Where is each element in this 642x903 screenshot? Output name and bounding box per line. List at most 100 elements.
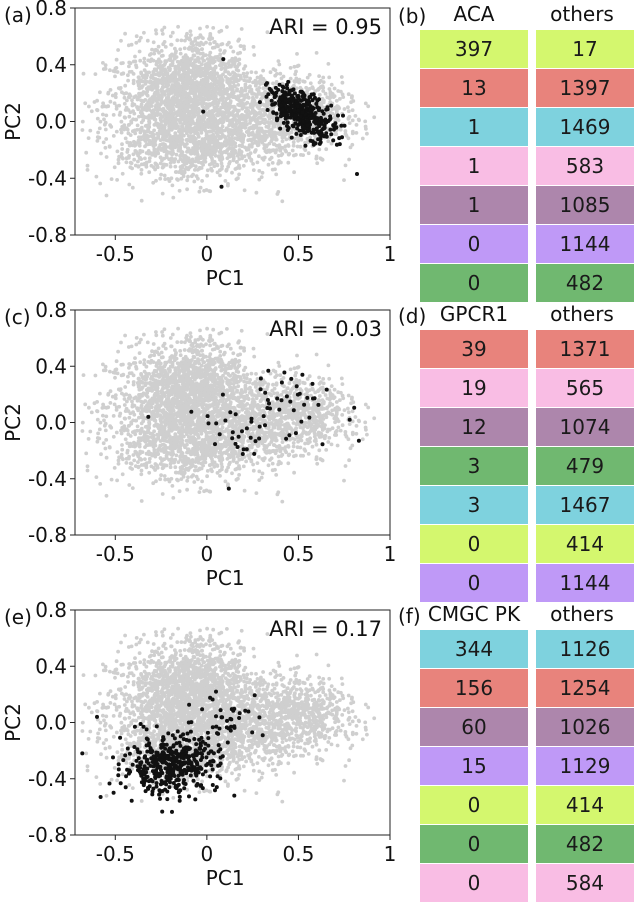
point-other — [175, 110, 179, 114]
point-other — [124, 392, 128, 396]
point-other — [161, 131, 165, 135]
point-family — [305, 124, 309, 128]
point-other — [180, 106, 184, 110]
point-other — [127, 183, 131, 187]
point-other — [119, 39, 123, 43]
point-other — [120, 374, 124, 378]
point-other — [224, 179, 228, 183]
point-other — [249, 151, 253, 155]
point-family — [296, 94, 300, 98]
point-other — [237, 173, 241, 177]
point-other — [111, 395, 115, 399]
point-other — [350, 94, 354, 98]
point-other — [205, 25, 209, 29]
point-other — [148, 79, 152, 83]
point-other — [116, 48, 120, 52]
point-family — [312, 143, 316, 147]
y-tick-label: 0.8 — [35, 0, 67, 20]
point-other — [120, 421, 124, 425]
point-family — [318, 142, 322, 146]
point-family — [308, 108, 312, 112]
point-other — [270, 156, 274, 160]
point-other — [122, 123, 126, 127]
point-other — [152, 429, 156, 433]
point-other — [198, 27, 202, 31]
point-other — [117, 104, 121, 108]
point-other — [185, 161, 189, 165]
point-other — [242, 47, 246, 51]
point-other — [210, 129, 214, 133]
point-other — [307, 151, 311, 155]
point-other — [171, 184, 175, 188]
point-other — [162, 148, 166, 152]
point-other — [258, 126, 262, 130]
point-other — [138, 141, 142, 145]
point-other — [196, 133, 200, 137]
point-other — [187, 168, 191, 172]
point-other — [94, 374, 98, 378]
point-other — [347, 116, 351, 120]
point-other — [168, 117, 172, 121]
point-family — [286, 80, 290, 84]
point-other — [168, 179, 172, 183]
point-other — [152, 109, 156, 113]
point-other — [180, 164, 184, 168]
point-other — [193, 101, 197, 105]
point-other — [241, 125, 245, 129]
point-other — [275, 131, 279, 135]
point-other — [208, 53, 212, 57]
point-other — [159, 173, 163, 177]
point-other — [258, 116, 262, 120]
point-other — [214, 90, 218, 94]
point-other — [204, 122, 208, 126]
point-other — [171, 31, 175, 35]
point-other — [146, 125, 150, 129]
point-other — [232, 105, 236, 109]
point-other — [233, 65, 237, 69]
point-family — [272, 92, 276, 96]
point-other — [232, 114, 236, 118]
point-other — [161, 32, 165, 36]
point-other — [273, 74, 277, 78]
point-other — [132, 374, 136, 378]
point-other — [161, 109, 165, 113]
point-other — [166, 87, 170, 91]
point-other — [211, 68, 215, 72]
point-other — [145, 161, 149, 165]
point-family — [321, 134, 325, 138]
point-other — [104, 114, 108, 118]
point-other — [321, 86, 325, 90]
point-other — [149, 131, 153, 135]
point-other — [292, 140, 296, 144]
point-family — [293, 121, 297, 125]
point-other — [95, 99, 99, 103]
point-other — [230, 137, 234, 141]
point-other — [152, 129, 156, 133]
point-other — [113, 75, 117, 79]
point-other — [243, 134, 247, 138]
point-other — [198, 43, 202, 47]
point-other — [154, 32, 158, 36]
point-other — [228, 123, 232, 127]
point-other — [87, 136, 91, 140]
point-other — [228, 128, 232, 132]
point-other — [327, 62, 331, 66]
point-other — [202, 74, 206, 78]
point-other — [81, 120, 85, 124]
point-other — [168, 146, 172, 150]
point-other — [284, 150, 288, 154]
point-other — [128, 70, 132, 74]
point-family — [341, 114, 345, 118]
point-other — [140, 103, 144, 107]
point-family — [299, 133, 303, 137]
point-other — [201, 147, 205, 151]
point-other — [330, 107, 334, 111]
point-other — [208, 74, 212, 78]
point-other — [181, 117, 185, 121]
point-other — [207, 87, 211, 91]
point-other — [154, 162, 158, 166]
point-family — [300, 129, 304, 133]
point-other — [193, 96, 197, 100]
point-other — [209, 134, 213, 138]
point-other — [140, 168, 144, 172]
